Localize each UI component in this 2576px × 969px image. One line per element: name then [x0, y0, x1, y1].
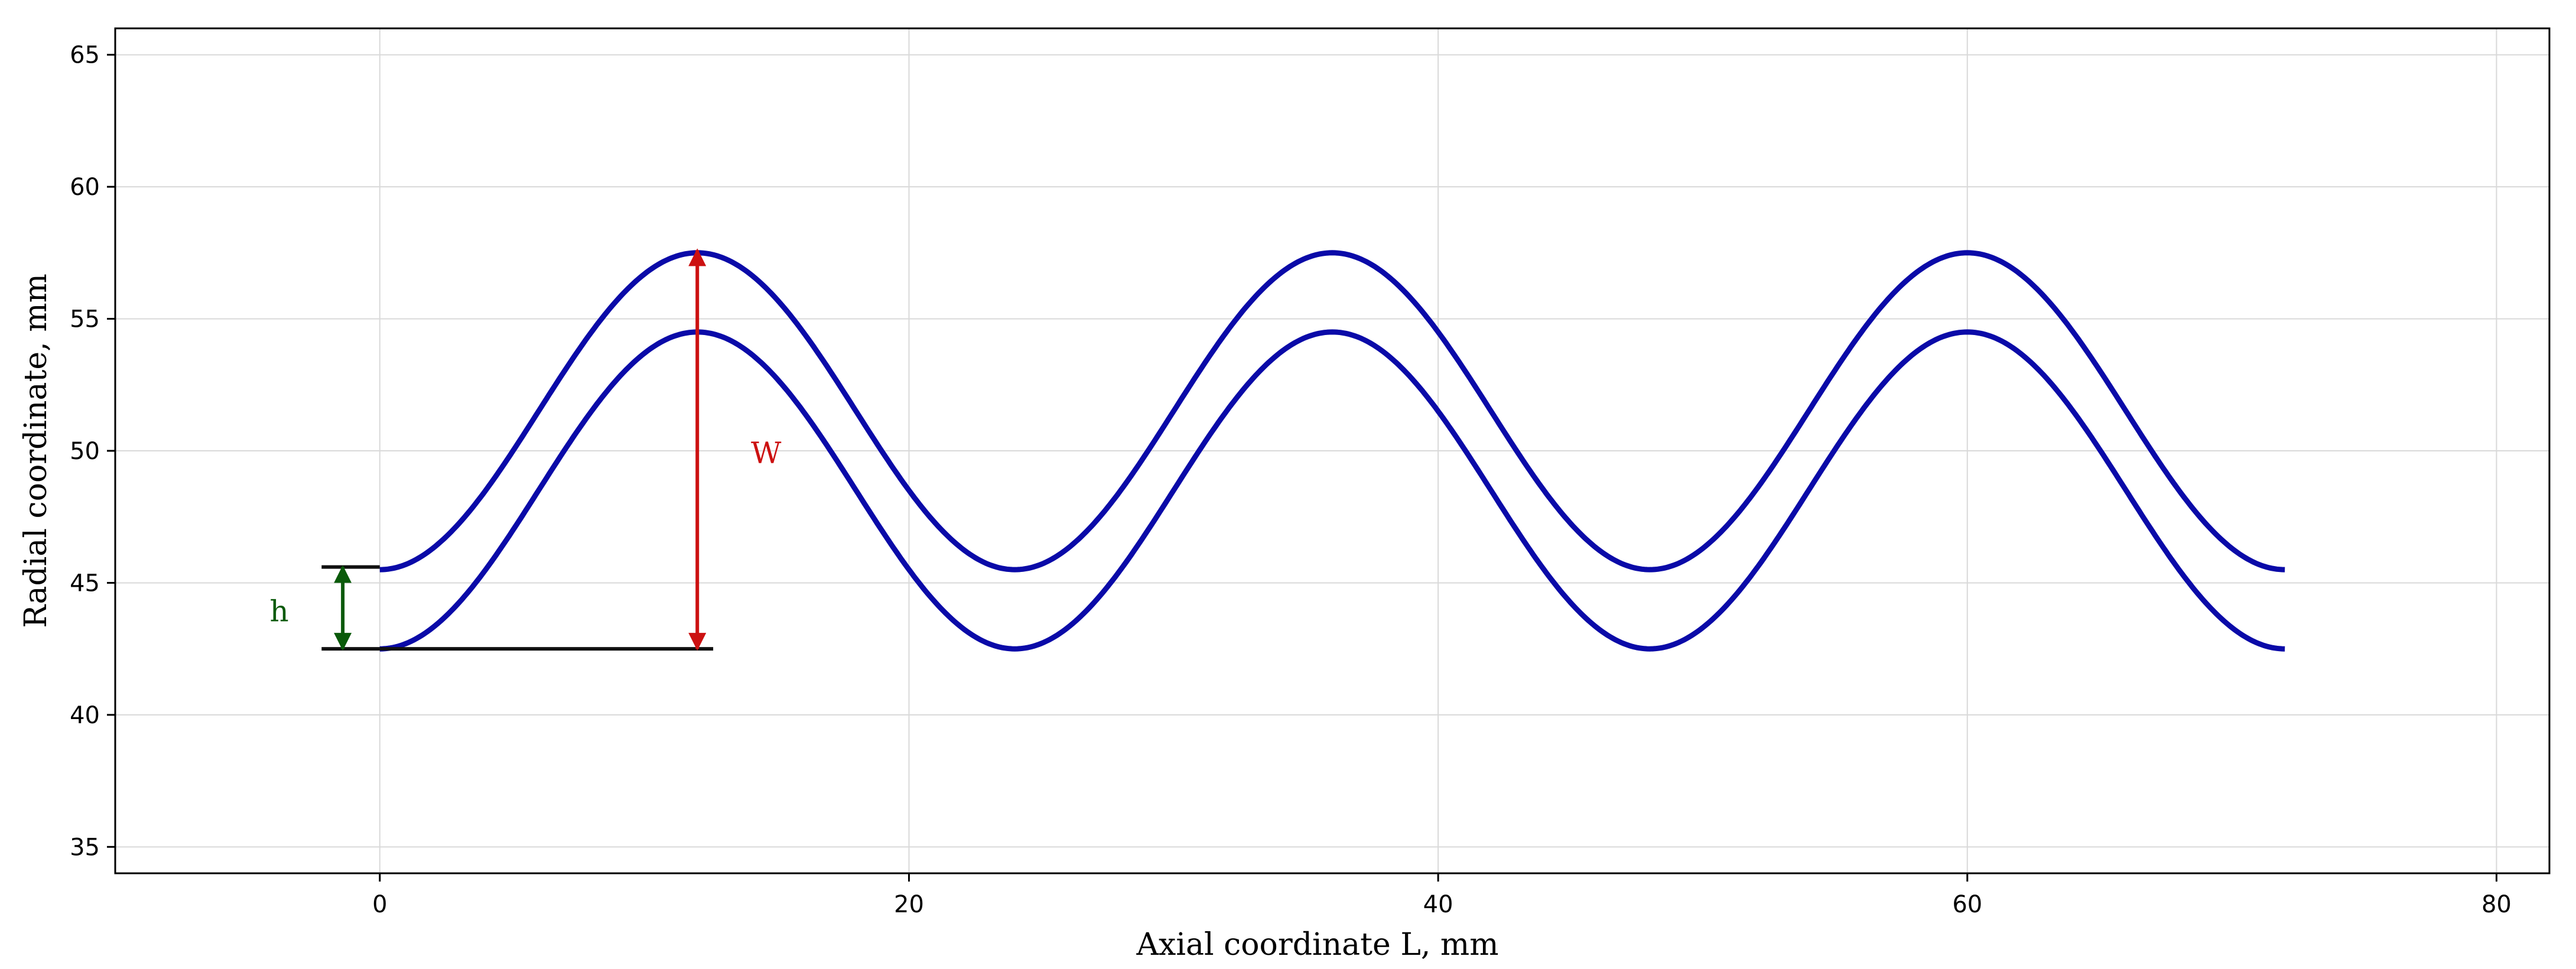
annotation-label-h: h [270, 594, 289, 629]
x-tick-label: 0 [372, 891, 387, 918]
x-tick-label: 20 [894, 891, 924, 918]
annotation-layer: hW [270, 248, 782, 651]
y-tick-label: 35 [70, 834, 100, 861]
y-tick-label: 65 [70, 42, 100, 69]
x-axis-title: Axial coordinate L, mm [1136, 927, 1498, 963]
y-tick-label: 45 [70, 570, 100, 597]
y-tick-label: 40 [70, 702, 100, 729]
series-line-2 [379, 329, 2285, 652]
series-line-1 [379, 250, 2285, 573]
y-tick-label: 50 [70, 438, 100, 465]
x-tick-label: 40 [1423, 891, 1453, 918]
y-tick-label: 60 [70, 174, 100, 201]
y-tick-label: 55 [70, 306, 100, 333]
annotation-label-w: W [751, 435, 782, 470]
grid [115, 28, 2549, 873]
x-tick-label: 60 [1952, 891, 1982, 918]
x-tick-label: 80 [2481, 891, 2512, 918]
ticks: 0 20 40 60 80 35 40 45 50 55 60 65 [70, 42, 2512, 918]
y-axis-title: Radial coordinate, mm [18, 274, 54, 628]
